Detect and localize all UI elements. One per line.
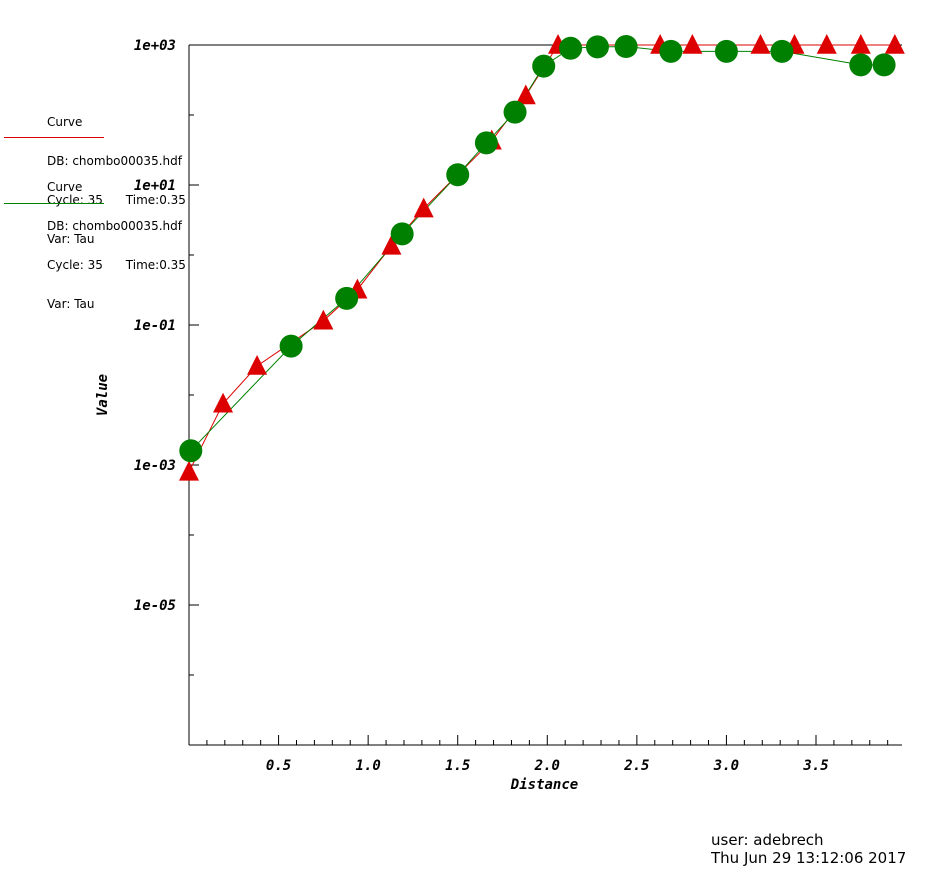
x-tick-label: 0.5 bbox=[266, 758, 291, 774]
legend-1-title: Curve bbox=[47, 115, 83, 129]
legend-2-swatch bbox=[4, 203, 104, 204]
series-2-point bbox=[179, 439, 203, 463]
series-1-line bbox=[188, 44, 895, 473]
x-axis-title: Distance bbox=[510, 777, 578, 793]
series-1-point bbox=[515, 84, 536, 105]
x-tick-label: 2.0 bbox=[534, 758, 560, 774]
series-2-point bbox=[446, 163, 470, 187]
y-tick-label: 1e+01 bbox=[134, 178, 176, 194]
series-2-point bbox=[659, 39, 683, 63]
series-2-point bbox=[532, 54, 556, 78]
footer-timestamp: Thu Jun 29 13:12:06 2017 bbox=[711, 849, 907, 867]
series-1-point bbox=[381, 234, 402, 255]
y-tick-label: 1e-01 bbox=[134, 318, 176, 334]
series-2-point bbox=[559, 36, 583, 60]
legend-1-var: Var: Tau bbox=[47, 232, 95, 246]
series-1-point bbox=[884, 34, 905, 54]
x-tick-label: 2.5 bbox=[623, 758, 649, 774]
legend-2-title: Curve bbox=[47, 180, 83, 194]
series-1-point bbox=[816, 34, 837, 54]
series-2-point bbox=[503, 100, 527, 124]
series-1-point bbox=[750, 34, 771, 54]
legend-1-db: DB: chombo00035.hdf bbox=[47, 154, 182, 168]
x-tick-label: 1.0 bbox=[355, 758, 380, 774]
series-2-point bbox=[585, 35, 609, 59]
series-2-point bbox=[474, 131, 498, 155]
x-tick-label: 3.5 bbox=[802, 758, 828, 774]
series-2-point bbox=[390, 222, 414, 246]
series-2-point bbox=[849, 53, 873, 77]
legend-2-cycle: Cycle: 35 Time:0.35 bbox=[47, 258, 186, 272]
series-2-point bbox=[279, 334, 303, 358]
series-1-point bbox=[313, 309, 334, 330]
series-1-point bbox=[682, 34, 703, 54]
series-1-point bbox=[850, 34, 871, 54]
y-tick-label: 1e-05 bbox=[134, 598, 176, 614]
series-1-point bbox=[179, 460, 199, 481]
legend-entry-1: Curve DB: chombo00035.hdf Cycle: 35 Time… bbox=[47, 90, 186, 259]
y-axis-title: Value bbox=[95, 374, 111, 416]
footer-user: user: adebrech bbox=[711, 831, 824, 849]
series-1-point bbox=[247, 354, 268, 375]
series-2-point bbox=[614, 35, 638, 59]
series-1-point bbox=[213, 392, 234, 413]
legend-1-swatch bbox=[4, 137, 104, 138]
x-tick-label: 1.5 bbox=[445, 758, 470, 774]
legend-2-db: DB: chombo00035.hdf bbox=[47, 219, 182, 233]
legend-entry-2: Curve DB: chombo00035.hdf Cycle: 35 Time… bbox=[47, 155, 186, 324]
series-2-point bbox=[714, 39, 738, 63]
y-tick-label: 1e-03 bbox=[134, 458, 176, 474]
series-2-point bbox=[872, 53, 896, 77]
x-tick-label: 3.0 bbox=[713, 758, 739, 774]
series-2-point bbox=[335, 286, 359, 310]
series-1-point bbox=[413, 197, 434, 218]
legend-2-var: Var: Tau bbox=[47, 297, 95, 311]
series-2-point bbox=[770, 39, 794, 63]
y-tick-label: 1e+03 bbox=[134, 38, 176, 54]
series-2-line bbox=[190, 46, 885, 452]
